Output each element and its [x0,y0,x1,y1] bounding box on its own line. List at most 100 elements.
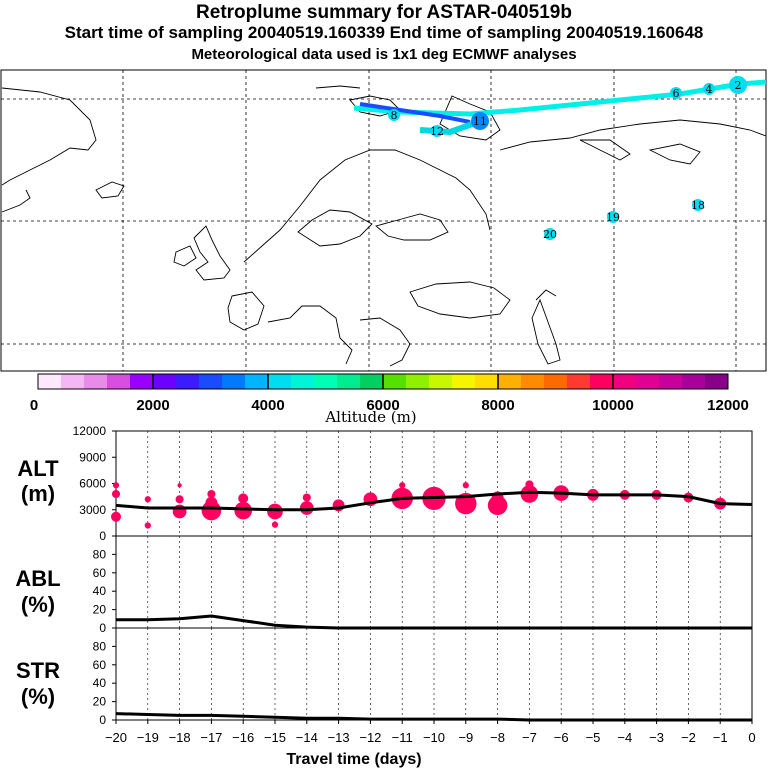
met-data-line: Meteorological data used is 1x1 deg ECMW… [191,46,577,63]
caspian-sea [531,298,561,365]
siberia-coast [499,119,767,151]
balkans-coast [359,317,411,367]
colorbar-swatch [153,374,177,389]
map-panel: 2 4 6 8 11 12 18 19 20 [0,69,767,372]
colorbar-swatch [383,374,407,389]
x-axis-label: Travel time (days) [286,751,421,768]
trajectory-marker [544,228,556,240]
x-tick-label: −18 [169,730,191,745]
colorbar-swatch [268,374,292,389]
x-tick-label: −15 [264,730,286,745]
plume-dot [112,482,120,489]
y-tick-label: 0 [99,713,106,727]
trajectory-marker [431,125,443,137]
colorbar-swatch [475,374,499,389]
trajectory-label: 2 [735,79,742,92]
caspian-north [535,289,557,301]
trajectory-marker [692,199,704,211]
colorbar-swatch [705,374,729,389]
plume-dot [271,521,279,528]
x-tick-label: −13 [328,730,350,745]
great-britain [193,225,231,281]
iceland-coast [1,189,31,213]
y-tick-label: 20 [93,695,107,709]
trajectory-label: 18 [691,199,705,212]
x-tick-label: −7 [522,730,537,745]
plume-streak-high [359,102,471,124]
x-tick-label: −12 [359,730,381,745]
plume-dot [111,511,121,522]
colorbar-swatch [636,374,660,389]
panel-ylabel: STR [16,658,60,683]
colorbar-swatch [590,374,614,389]
panel-ylabel-units: (%) [21,684,55,709]
panel-ylabel: ABL [15,566,60,591]
trajectory-marker [670,87,682,99]
colorbar-swatch [429,374,453,389]
plume-streak-low [419,119,480,136]
baltic-finland [375,213,449,241]
gydan [648,143,701,165]
plume-dot [525,480,534,489]
colorbar-swatch [38,374,62,389]
plume-dot [144,496,151,503]
x-tick-label: −19 [137,730,159,745]
x-tick-label: −17 [200,730,222,745]
plume-dot [399,482,406,489]
iceland [95,181,125,199]
y-tick-label: 12000 [73,424,107,438]
x-tick-label: −8 [490,730,505,745]
black-sea [409,281,511,319]
iberia-north [227,291,265,331]
x-tick-label: −1 [713,730,728,745]
x-tick-label: −9 [458,730,473,745]
colorbar-swatch [84,374,108,389]
trajectory-marker [471,112,489,130]
colorbar-swatch [452,374,476,389]
colorbar-swatch [498,374,522,389]
plume-dot [462,482,469,489]
colorbar-tick-label: 6000 [366,397,399,414]
plume-dot [205,496,218,509]
colorbar-label: Altitude (m) [324,408,416,426]
x-tick-label: −20 [105,730,127,745]
colorbar-swatch [222,374,246,389]
colorbar-tick-label: 8000 [481,397,514,414]
colorbar-swatch [659,374,683,389]
panel-alt: 0 3000 6000 9000 12000 ALT(m) [17,424,753,543]
italy-coast [267,305,353,365]
plume-dot [111,489,121,499]
plume-dot [238,493,249,504]
plume-dot [302,493,311,502]
plume-dot [299,501,314,515]
colorbar-swatch [245,374,269,389]
trajectory-marker [729,76,747,94]
panel-ylabel: ALT [17,456,59,481]
novaya-zemlya [439,95,501,141]
plume-dot [175,495,184,504]
norway-sweden-south [297,209,373,247]
trajectory-label: 11 [473,115,487,128]
panel-ylabel-units: (%) [21,592,55,617]
colorbar-swatch [291,374,315,389]
trajectory-marker [703,83,715,95]
colorbar-swatch [130,374,154,389]
colorbar-swatch [107,374,131,389]
colorbar-tick-label: 2000 [136,397,169,414]
panel-ylabel-units: (m) [21,481,55,506]
map-frame [0,69,767,372]
arctic-island [315,85,361,89]
time-series-panels: 030006000900012000ALT(m)020406080ABL(%)0… [15,424,755,768]
y-tick-label: 3000 [79,503,106,517]
colorbar-swatch [314,374,338,389]
y-tick-label: 60 [93,658,107,672]
y-tick-label: 20 [93,603,107,617]
chart-title: Retroplume summary for ASTAR-040519b [196,2,572,23]
x-tick-label: 0 [748,730,755,745]
greenland-coast [1,87,97,186]
y-tick-label: 9000 [79,450,106,464]
trajectory-label: 6 [673,87,680,100]
colorbar-swatch [360,374,384,389]
x-tick-label: −14 [296,730,318,745]
